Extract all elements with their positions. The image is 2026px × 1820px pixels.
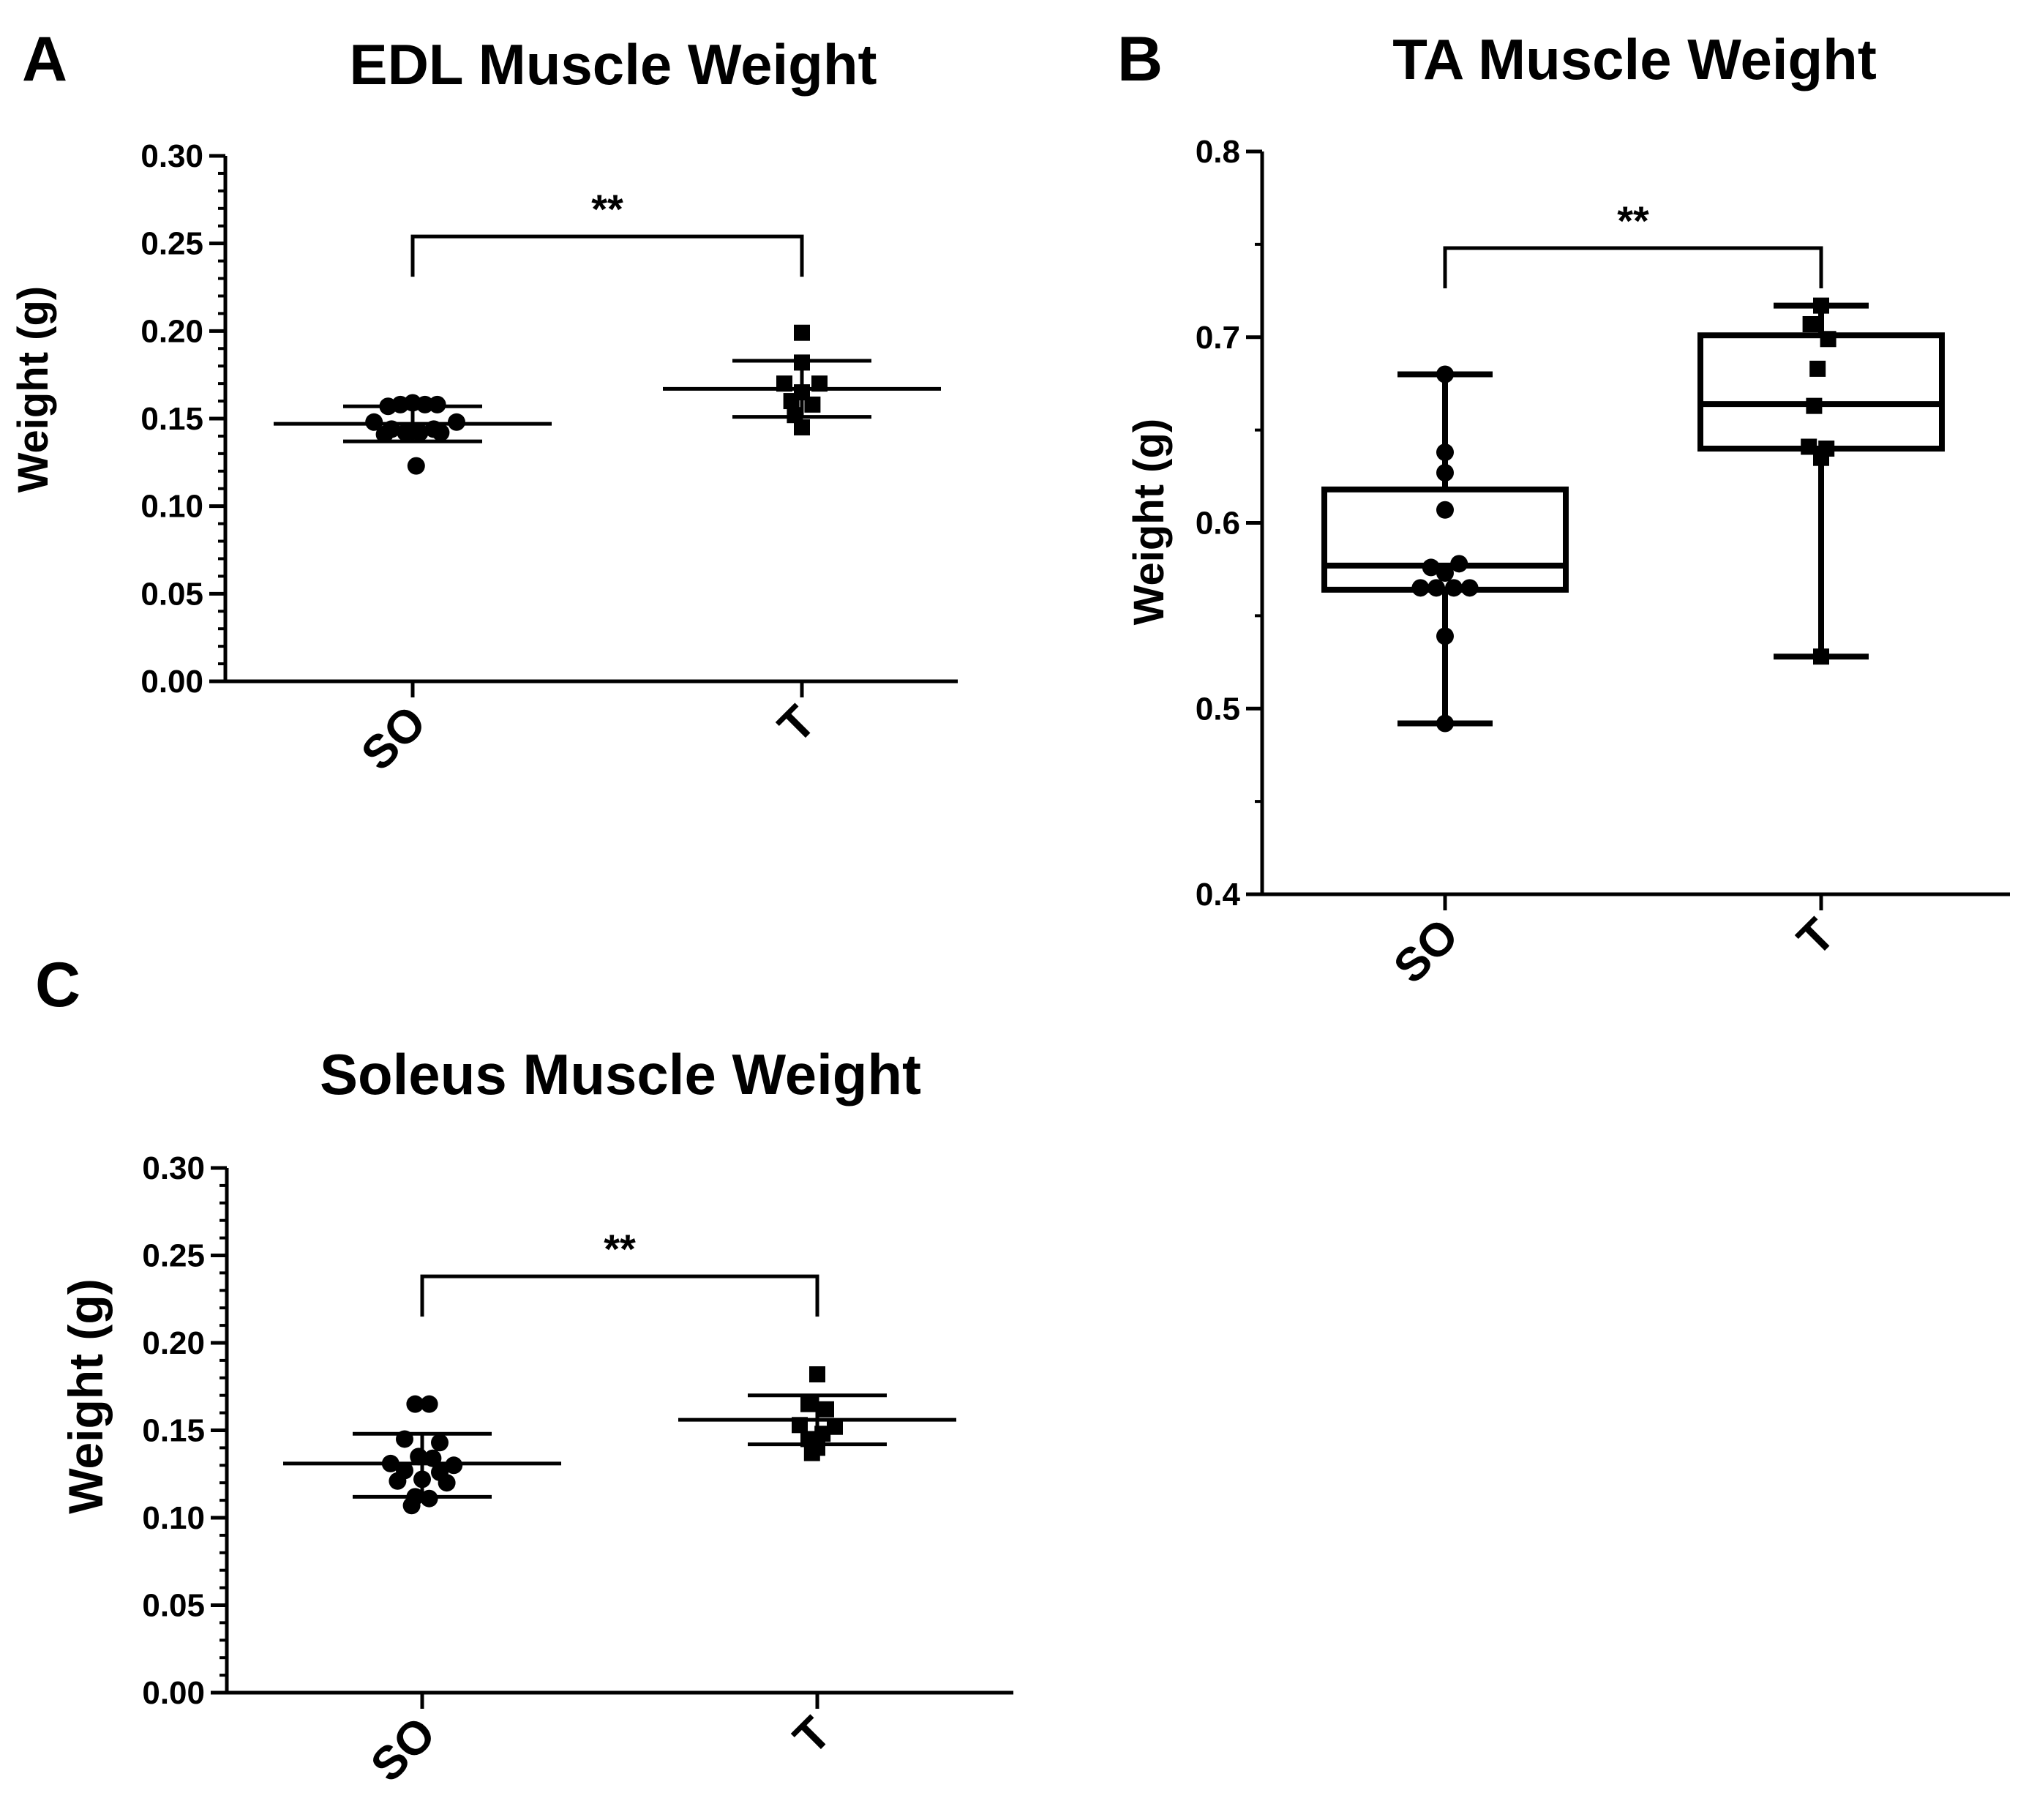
data-point-circle — [410, 424, 429, 442]
y-tick-label: 0.7 — [1196, 320, 1240, 356]
significance-label: ** — [1617, 198, 1649, 244]
panel-c-y-axis-label: Weight (g) — [59, 1278, 113, 1513]
panel-b-y-axis-label: Weight (g) — [1125, 419, 1173, 625]
data-point-circle — [402, 1497, 421, 1515]
y-tick-label: 0.25 — [142, 1238, 205, 1274]
data-point-square — [794, 419, 810, 435]
y-tick-label: 0.10 — [140, 489, 203, 525]
data-point-square — [1801, 438, 1817, 455]
data-point-square — [827, 1418, 843, 1435]
y-tick-label: 0.5 — [1196, 691, 1240, 727]
data-point-circle — [1436, 501, 1454, 519]
data-point-square — [804, 396, 821, 413]
data-point-circle — [1436, 365, 1454, 383]
significance-bracket — [410, 234, 804, 277]
data-point-circle — [1436, 443, 1454, 462]
data-point-circle — [1436, 564, 1454, 583]
y-tick-label: 0.20 — [140, 313, 203, 349]
data-point-square — [800, 1396, 817, 1412]
panel-b-plot: 0.40.50.60.70.8SO T** — [1196, 134, 2010, 993]
data-point-circle — [389, 1472, 407, 1490]
significance-bracket — [420, 1274, 819, 1317]
data-point-circle — [1450, 555, 1468, 573]
data-point-square — [803, 1445, 820, 1461]
panel-b: B TA Muscle Weight Weight (g) 0.4 0.5 0.6 0… — [1117, 24, 2010, 993]
significance-bracket — [1443, 246, 1823, 288]
data-point-square — [818, 1401, 834, 1418]
data-point-square — [1802, 315, 1819, 332]
significance-label: ** — [591, 186, 623, 232]
data-point-circle — [431, 1434, 449, 1452]
y-tick-label: 0.00 — [142, 1675, 205, 1711]
data-point-square — [1809, 360, 1826, 377]
panel-a-y-axis-label: Weight (g) — [10, 286, 57, 493]
panel-a: A EDL Muscle Weight Weight (g) 0.00 0.05 0… — [10, 24, 958, 780]
data-point-circle — [1436, 714, 1454, 733]
data-point-circle — [406, 1395, 424, 1413]
data-point-circle — [1445, 579, 1463, 597]
y-tick-label: 0.30 — [142, 1150, 205, 1186]
data-point-circle — [1436, 463, 1454, 482]
data-point-circle — [397, 424, 415, 442]
panel-a-label: A — [22, 24, 67, 94]
y-tick-label: 0.8 — [1196, 134, 1240, 170]
panel-c-title: Soleus Muscle Weight — [320, 1042, 921, 1106]
panel-b-label: B — [1117, 24, 1163, 94]
y-tick-label: 0.00 — [140, 664, 203, 700]
data-point-circle — [1460, 579, 1479, 597]
data-point-circle — [438, 1474, 456, 1492]
data-point-square — [1813, 297, 1829, 314]
panel-c-label: C — [35, 950, 80, 1020]
data-point-circle — [432, 424, 450, 442]
data-point-square — [1813, 648, 1829, 665]
box-iqr — [1321, 486, 1569, 593]
y-tick-label: 0.30 — [140, 138, 203, 174]
significance-label: ** — [604, 1226, 636, 1272]
y-tick-label: 0.05 — [140, 576, 203, 612]
y-tick-label: 0.10 — [142, 1500, 205, 1536]
data-point-square — [1820, 331, 1836, 348]
data-point-circle — [1436, 627, 1454, 645]
y-tick-label: 0.6 — [1196, 506, 1240, 542]
y-tick-label: 0.05 — [142, 1588, 205, 1624]
data-point-square — [783, 393, 800, 410]
data-point-circle — [407, 457, 425, 475]
data-point-square — [794, 324, 810, 341]
y-tick-label: 0.20 — [142, 1325, 205, 1361]
y-tick-label: 0.15 — [140, 401, 203, 437]
data-point-circle — [1427, 579, 1445, 597]
data-point-square — [1806, 397, 1823, 414]
data-point-circle — [375, 425, 394, 443]
data-point-square — [809, 1366, 825, 1383]
data-point-circle — [1422, 558, 1440, 577]
data-point-circle — [1411, 579, 1430, 597]
y-tick-label: 0.15 — [142, 1413, 205, 1449]
data-point-circle — [420, 1395, 438, 1413]
panel-b-title: TA Muscle Weight — [1392, 27, 1877, 91]
panel-a-title: EDL Muscle Weight — [350, 32, 877, 97]
data-point-square — [1818, 441, 1835, 457]
y-tick-label: 0.25 — [140, 226, 203, 262]
y-tick-label: 0.4 — [1196, 877, 1241, 913]
